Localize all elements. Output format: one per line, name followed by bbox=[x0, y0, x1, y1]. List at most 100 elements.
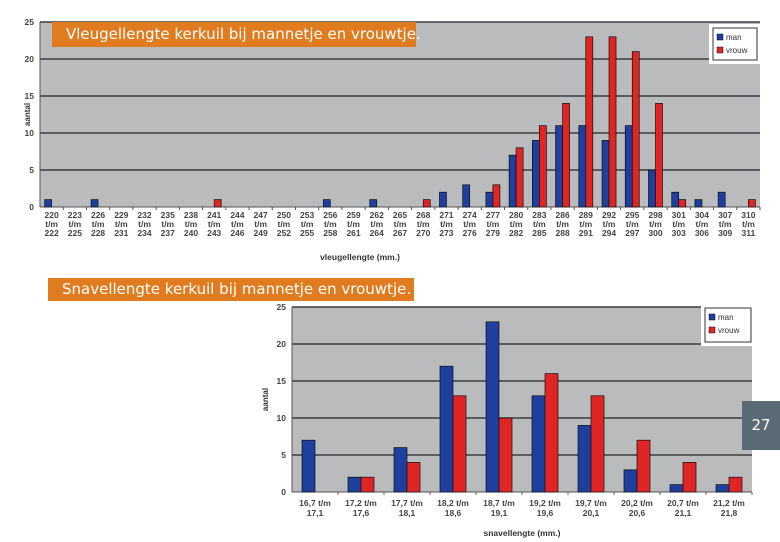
chart1-bar-man bbox=[717, 191, 726, 208]
chart2-legend-label-man: man bbox=[718, 313, 734, 322]
chart1-x-tick-label: 280 bbox=[509, 210, 523, 220]
chart1-x-tick-label: t/m bbox=[370, 219, 383, 229]
chart1-bar-man bbox=[508, 154, 517, 208]
chart1-bar-vrouw bbox=[515, 147, 524, 208]
chart1-x-tick-label: 306 bbox=[695, 228, 709, 238]
chart2-plot-area bbox=[292, 307, 752, 492]
chart1-bar-vrouw bbox=[213, 199, 222, 208]
chart2-legend-swatch-man bbox=[708, 313, 716, 321]
chart1-bar-man bbox=[90, 199, 99, 208]
chart1-bar-vrouw bbox=[678, 199, 687, 208]
chart2-x-tick-label: 21,8 bbox=[721, 508, 738, 518]
chart1-x-tick-label: t/m bbox=[277, 219, 290, 229]
page-number: 27 bbox=[742, 401, 780, 450]
chart1-x-tick-label: 228 bbox=[91, 228, 105, 238]
chart2-x-tick-label: 20,1 bbox=[583, 508, 600, 518]
chart1-x-tick-label: t/m bbox=[696, 219, 709, 229]
chart2-bar-man bbox=[485, 321, 500, 493]
chart1-bar-man bbox=[44, 199, 52, 208]
chart1-x-tick-label: 270 bbox=[416, 228, 430, 238]
chart2-bar-vrouw bbox=[498, 417, 513, 493]
chart1-y-tick-label: 5 bbox=[29, 165, 34, 175]
chart2-x-tick-label: 20,2 t/m bbox=[621, 498, 653, 508]
chart2-x-tick-label: 19,1 bbox=[491, 508, 508, 518]
chart1-bar-man bbox=[485, 191, 494, 208]
chart1-x-tick-label: 268 bbox=[416, 210, 430, 220]
chart1-x-tick-label: 273 bbox=[439, 228, 453, 238]
chart1-x-tick-label: t/m bbox=[45, 219, 58, 229]
chart1-x-tick-label: t/m bbox=[510, 219, 523, 229]
chart1-x-tick-label: 271 bbox=[439, 210, 453, 220]
chart2-title: Snavellengte kerkuil bij mannetje en vro… bbox=[48, 278, 414, 301]
chart2-y-tick-label: 20 bbox=[277, 339, 287, 349]
chart1-bar-man bbox=[694, 199, 703, 208]
chart1-bar-man bbox=[462, 184, 471, 208]
chart1-bar-vrouw bbox=[422, 199, 431, 208]
chart1-x-tick-label: 246 bbox=[230, 228, 244, 238]
chart1-x-tick-label: 307 bbox=[718, 210, 732, 220]
chart1-x-tick-label: 255 bbox=[300, 228, 314, 238]
chart2-legend bbox=[704, 307, 752, 343]
chart2-bar-vrouw bbox=[360, 476, 375, 493]
chart1-x-tick-label: 256 bbox=[323, 210, 337, 220]
chart2-bar-man bbox=[623, 469, 638, 493]
chart1-plot-area bbox=[40, 22, 760, 207]
chart2-x-tick-label: 21,2 t/m bbox=[713, 498, 745, 508]
chart1-x-tick-label: t/m bbox=[301, 219, 314, 229]
chart2-x-tick-label: 19,7 t/m bbox=[575, 498, 607, 508]
chart2-bar-man bbox=[439, 365, 454, 493]
chart2-bar-man bbox=[669, 484, 684, 493]
chart1-x-tick-label: t/m bbox=[579, 219, 592, 229]
chart1-x-tick-label: 259 bbox=[346, 210, 360, 220]
chart1-bar-man bbox=[322, 199, 331, 208]
chart2-bar-man bbox=[347, 476, 362, 493]
chart2-y-tick-label: 10 bbox=[277, 413, 287, 423]
chart1-x-tick-label: t/m bbox=[254, 219, 267, 229]
chart1-x-tick-label: 234 bbox=[137, 228, 151, 238]
chart2-bar-man bbox=[715, 484, 730, 493]
chart1-x-tick-label: t/m bbox=[672, 219, 685, 229]
chart1-x-tick-label: 225 bbox=[68, 228, 82, 238]
chart1-x-tick-label: 220 bbox=[45, 210, 59, 220]
chart2-x-tick-label: 19,2 t/m bbox=[529, 498, 561, 508]
chart2-x-tick-label: 17,6 bbox=[353, 508, 370, 518]
chart1-x-tick-label: t/m bbox=[324, 219, 337, 229]
chart1-x-tick-label: 237 bbox=[161, 228, 175, 238]
chart2-bar-vrouw bbox=[682, 462, 697, 493]
chart2-x-axis-label: snavellengte (mm.) bbox=[484, 528, 561, 538]
chart1-x-tick-label: t/m bbox=[231, 219, 244, 229]
chart1-x-tick-label: t/m bbox=[138, 219, 151, 229]
chart2-x-tick-label: 18,7 t/m bbox=[483, 498, 515, 508]
chart1-x-tick-label: 309 bbox=[718, 228, 732, 238]
chart1-x-tick-label: 276 bbox=[463, 228, 477, 238]
chart2-y-tick-label: 15 bbox=[277, 376, 287, 386]
chart1-x-tick-label: 241 bbox=[207, 210, 221, 220]
chart1-x-tick-label: 261 bbox=[346, 228, 360, 238]
chart1-x-tick-label: t/m bbox=[742, 219, 755, 229]
chart1-x-tick-label: 244 bbox=[230, 210, 244, 220]
chart2-y-axis-label: aantal bbox=[261, 388, 270, 411]
chart1-x-tick-label: 249 bbox=[254, 228, 268, 238]
chart1-x-tick-label: t/m bbox=[208, 219, 221, 229]
chart2-x-tick-label: 17,1 bbox=[307, 508, 324, 518]
chart1-bar-vrouw bbox=[631, 51, 640, 208]
chart2-bar-vrouw bbox=[452, 395, 467, 493]
chart2-y-tick-label: 0 bbox=[281, 487, 286, 497]
chart1-x-tick-label: 229 bbox=[114, 210, 128, 220]
chart2-bar-man bbox=[301, 439, 316, 493]
chart1-x-tick-label: 289 bbox=[579, 210, 593, 220]
chart1-y-tick-label: 0 bbox=[29, 202, 34, 212]
chart1-x-tick-label: 252 bbox=[277, 228, 291, 238]
chart2-bar-man bbox=[577, 425, 592, 493]
chart2-bar-vrouw bbox=[590, 395, 605, 493]
chart1-x-tick-label: t/m bbox=[440, 219, 453, 229]
chart1-x-tick-label: 279 bbox=[486, 228, 500, 238]
chart1-x-tick-label: t/m bbox=[463, 219, 476, 229]
chart1-bar-man bbox=[601, 140, 610, 208]
chart1-x-tick-label: 222 bbox=[45, 228, 59, 238]
chart1-bar-man bbox=[578, 125, 587, 208]
chart1-bar-vrouw bbox=[655, 103, 663, 208]
chart1-x-tick-label: 232 bbox=[137, 210, 151, 220]
chart1-x-axis-label: vleugellengte (mm.) bbox=[320, 252, 400, 262]
